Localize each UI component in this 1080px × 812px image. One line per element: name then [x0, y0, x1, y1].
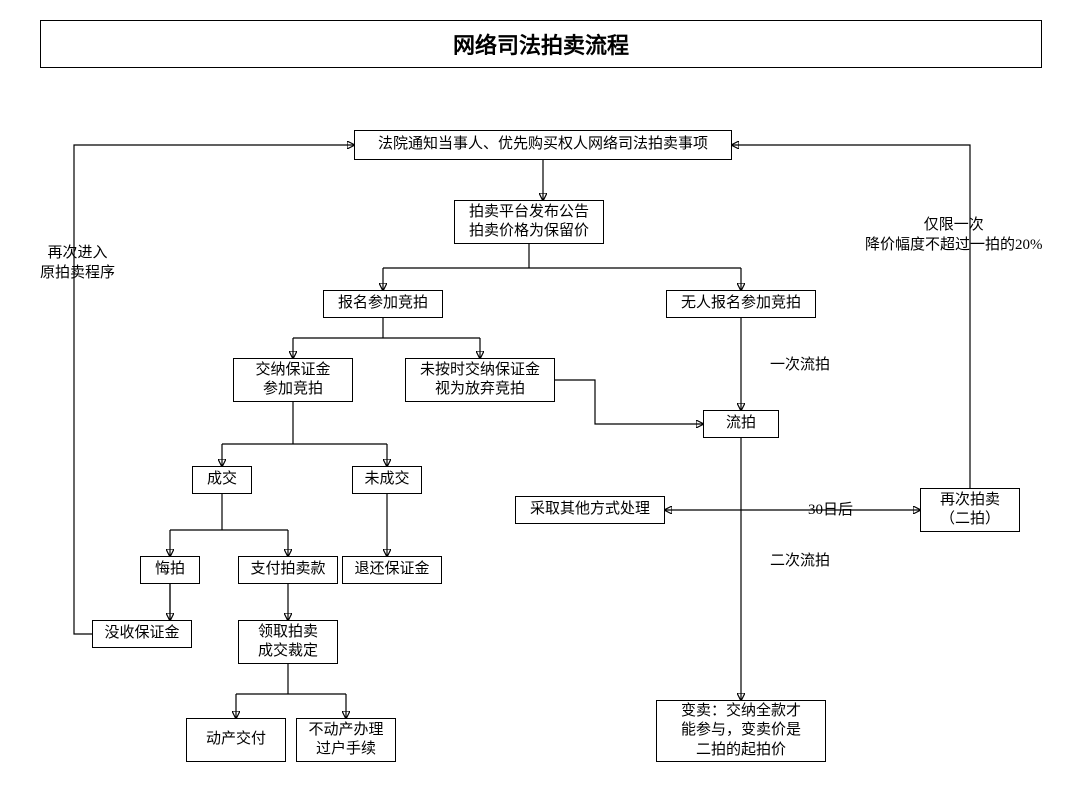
node-n_ruling: 领取拍卖 成交裁定 [238, 620, 338, 664]
label-l_reenter: 再次进入 原拍卖程序 [40, 244, 115, 283]
node-n_confiscate: 没收保证金 [92, 620, 192, 648]
node-n_reauction: 再次拍卖 （二拍） [920, 488, 1020, 532]
node-n_nodeal: 未成交 [352, 466, 422, 494]
label-l_twice_fail: 二次流拍 [770, 552, 830, 572]
flowchart-canvas: 网络司法拍卖流程 法院通知当事人、优先购买权人网络司法拍卖事项拍卖平台发布公告 … [0, 0, 1080, 812]
node-n_notice: 法院通知当事人、优先购买权人网络司法拍卖事项 [354, 130, 732, 160]
label-l_once_fail: 一次流拍 [770, 356, 830, 376]
node-n_other: 采取其他方式处理 [515, 496, 665, 524]
edges-layer [0, 0, 1080, 812]
node-n_nosign: 无人报名参加竞拍 [666, 290, 816, 318]
node-n_publish: 拍卖平台发布公告 拍卖价格为保留价 [454, 200, 604, 244]
node-n_pay_bond: 交纳保证金 参加竞拍 [233, 358, 353, 402]
node-n_biansai: 变卖：交纳全款才 能参与，变卖价是 二拍的起拍价 [656, 700, 826, 762]
label-l_limit: 仅限一次 降价幅度不超过一拍的20% [865, 216, 1043, 255]
node-n_deal: 成交 [192, 466, 252, 494]
node-n_nopay: 未按时交纳保证金 视为放弃竞拍 [405, 358, 555, 402]
node-n_signup: 报名参加竞拍 [323, 290, 443, 318]
node-n_movable: 动产交付 [186, 718, 286, 762]
label-l_30days: 30日后 [808, 501, 853, 521]
node-n_liupai: 流拍 [703, 410, 779, 438]
diagram-title: 网络司法拍卖流程 [40, 20, 1042, 68]
node-n_payprice: 支付拍卖款 [238, 556, 338, 584]
node-n_regret: 悔拍 [140, 556, 200, 584]
node-n_immovable: 不动产办理 过户手续 [296, 718, 396, 762]
node-n_refund: 退还保证金 [342, 556, 442, 584]
